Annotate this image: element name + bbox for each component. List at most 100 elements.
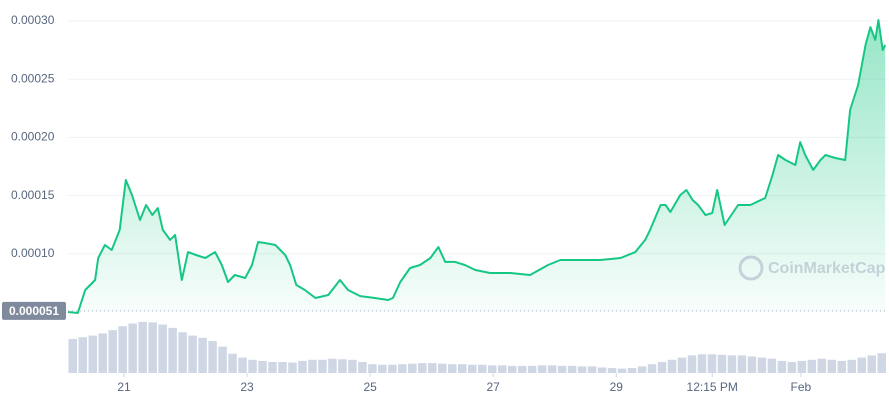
volume-bar [138,321,147,373]
volume-bar [108,330,117,373]
volume-bar [198,337,207,373]
volume-bar [478,364,487,373]
volume-bar [597,367,607,373]
volume-bar [877,353,886,373]
volume-bar [497,365,507,373]
watermark: CoinMarketCap [738,255,886,281]
x-tick-label: 12:15 PM [687,380,738,394]
volume-bar [208,341,217,373]
volume-bar [398,364,407,373]
volume-bar [647,364,657,373]
volume-bar [248,359,257,373]
volume-bar [787,362,797,373]
volume-bar [817,358,827,373]
volume-bar [188,335,197,373]
x-tick-label: 21 [117,380,131,394]
volume-bar [348,359,357,373]
volume-bar [368,364,377,373]
volume-bar [218,346,227,373]
price-line [67,19,887,314]
volume-bar [487,365,497,373]
volume-bar [757,357,767,373]
volume-bar [438,363,447,373]
y-tick-label: 0.00015 [11,188,55,202]
volume-bar [118,326,127,373]
volume-bar [807,359,817,373]
x-tick-label: 23 [240,380,254,394]
y-tick-label: 0.00010 [11,246,55,260]
volume-bar [797,360,807,373]
x-tick-label: 25 [363,380,377,394]
volume-bar [727,355,737,373]
volume-bar [627,368,637,373]
volume-bar [98,333,107,373]
volume-bar [128,323,137,373]
volume-bar [378,364,387,373]
volume-bar [707,354,717,373]
volume-bar [338,359,347,373]
volume-bar [228,353,237,373]
volume-bar [557,365,567,373]
y-tick-label: 0.00030 [11,13,55,27]
watermark-logo [738,255,764,281]
volume-bar [527,365,537,373]
volume-bar [308,359,317,373]
volume-bar [827,359,837,373]
volume-bar [567,365,577,373]
volume-bar [687,355,697,373]
volume-bar [697,354,707,373]
volume-bar [448,364,457,373]
volume-bar [587,366,597,373]
volume-bar [717,354,727,373]
volume-bar [78,337,87,373]
volume-bar [318,359,327,373]
volume-bar [418,363,427,373]
y-tick-label: 0.00020 [11,130,55,144]
plot [67,19,887,373]
volume-bar [867,355,877,373]
volume-bar [617,368,627,373]
volume-bar [657,362,667,373]
volume-bar [238,357,247,373]
price-area [68,20,886,313]
volume-bar [68,338,77,373]
volume-bar [148,322,157,373]
volume-bar [288,362,297,373]
reference-label-box [2,301,66,320]
y-tick-label: 0.00025 [11,71,55,85]
x-tick-label: Feb [791,380,812,394]
volume-bar [577,366,587,373]
volume-bar [777,360,787,373]
volume-bar [537,365,547,373]
volume-bar [88,335,97,373]
volume-bar [358,362,367,373]
volume-bar [278,362,287,373]
x-tick-label: 29 [610,380,624,394]
volume-bar [458,364,467,373]
volume-bar [667,359,677,373]
volume-bar [507,365,517,373]
volume-bar [857,357,867,373]
reference-label: 0.000051 [9,304,59,318]
volume-bar [677,357,687,373]
volume-bar [258,360,267,373]
volume-bar [158,324,167,373]
watermark-text: CoinMarketCap [768,260,886,277]
volume-bar [298,360,307,373]
volume-bar [737,355,747,373]
volume-bar [428,363,437,373]
volume-bar [168,327,177,373]
volume-bar [328,358,337,373]
volume-bar [767,358,777,373]
volume-bar [847,359,857,373]
volume-bar [607,368,617,373]
volume-bar [408,363,417,373]
volume-bar [388,364,397,373]
volume-bar [637,366,647,373]
volume-bar [517,365,527,373]
volume-bar [268,362,277,373]
volume-bar [837,360,847,373]
volume-bar [178,332,187,373]
